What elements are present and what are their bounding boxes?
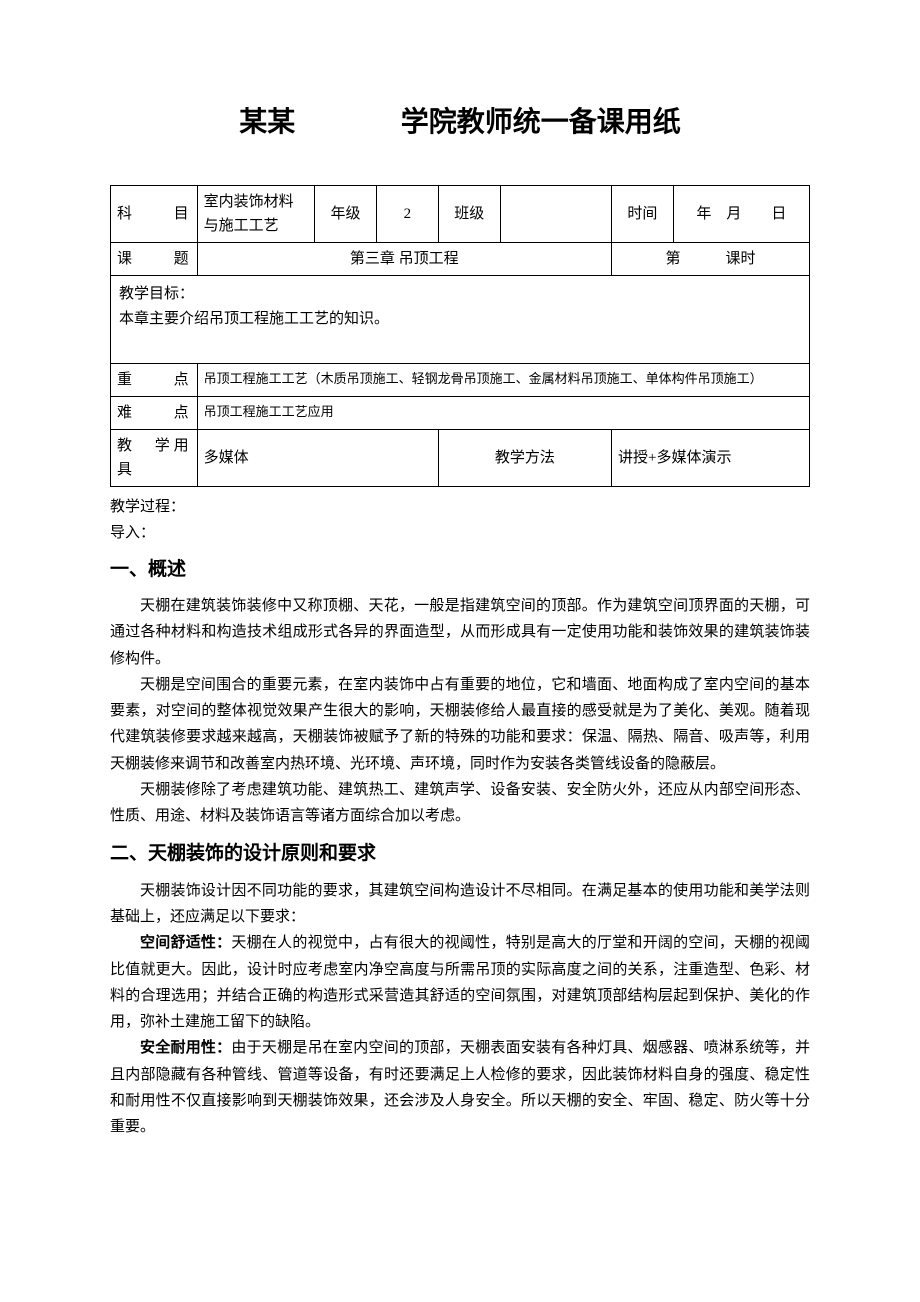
lesson-header-table: 科 目 室内装饰材料与施工工艺 年级 2 班级 时间 年 月 日 课 题 第三章… [110, 185, 810, 487]
grade-label: 年级 [315, 185, 377, 242]
page-title: 某某 学院教师统一备课用纸 [110, 100, 810, 145]
method-value: 讲授+多媒体演示 [611, 429, 809, 486]
objective-label: 教学目标： [119, 286, 194, 302]
objective-text: 本章主要介绍吊顶工程施工工艺的知识。 [119, 311, 389, 327]
table-row: 科 目 室内装饰材料与施工工艺 年级 2 班级 时间 年 月 日 [111, 185, 810, 242]
subject-value: 室内装饰材料与施工工艺 [197, 185, 315, 242]
class-value [500, 185, 611, 242]
section1-para3: 天棚装修除了考虑建筑功能、建筑热工、建筑声学、设备安装、安全防火外，还应从内部空… [110, 777, 810, 830]
difficulty-label: 难 点 [111, 396, 198, 429]
section1-para1: 天棚在建筑装饰装修中又称顶棚、天花，一般是指建筑空间的顶部。作为建筑空间顶界面的… [110, 593, 810, 672]
table-row: 重 点 吊顶工程施工工艺（木质吊顶施工、轻钢龙骨吊顶施工、金属材料吊顶施工、单体… [111, 363, 810, 396]
time-label: 时间 [611, 185, 673, 242]
section2-para3: 安全耐用性：由于天棚是吊在室内空间的顶部，天棚表面安装有各种灯具、烟感器、喷淋系… [110, 1035, 810, 1140]
class-label: 班级 [438, 185, 500, 242]
time-value: 年 月 日 [673, 185, 809, 242]
table-row: 课 题 第三章 吊顶工程 第 课时 [111, 242, 810, 275]
table-row: 教学目标： 本章主要介绍吊顶工程施工工艺的知识。 [111, 275, 810, 363]
objective-cell: 教学目标： 本章主要介绍吊顶工程施工工艺的知识。 [111, 275, 810, 363]
subject-label: 科 目 [111, 185, 198, 242]
tool-value: 多媒体 [197, 429, 438, 486]
keypoint-label: 重 点 [111, 363, 198, 396]
table-row: 教 学用具 多媒体 教学方法 讲授+多媒体演示 [111, 429, 810, 486]
section2-para2-bold: 空间舒适性： [140, 934, 231, 951]
section2-heading: 二、天棚装饰的设计原则和要求 [110, 839, 810, 869]
difficulty-value: 吊顶工程施工工艺应用 [197, 396, 809, 429]
keypoint-value: 吊顶工程施工工艺（木质吊顶施工、轻钢龙骨吊顶施工、金属材料吊顶施工、单体构件吊顶… [197, 363, 809, 396]
method-label: 教学方法 [438, 429, 611, 486]
table-row: 难 点 吊顶工程施工工艺应用 [111, 396, 810, 429]
process-label: 教学过程： [110, 495, 810, 519]
period-label: 第 课时 [611, 242, 809, 275]
grade-value: 2 [376, 185, 438, 242]
topic-value: 第三章 吊顶工程 [197, 242, 611, 275]
section2-para3-bold: 安全耐用性： [140, 1039, 231, 1056]
intro-label: 导入： [110, 521, 810, 545]
section2-para2: 空间舒适性：天棚在人的视觉中，占有很大的视阈性，特别是高大的厅堂和开阔的空间，天… [110, 930, 810, 1035]
section1-para2: 天棚是空间围合的重要元素，在室内装饰中占有重要的地位，它和墙面、地面构成了室内空… [110, 672, 810, 777]
title-part2: 学院教师统一备课用纸 [401, 106, 681, 137]
title-part1: 某某 [239, 106, 295, 137]
tool-label: 教 学用具 [111, 429, 198, 486]
topic-label: 课 题 [111, 242, 198, 275]
section2-para1: 天棚装饰设计因不同功能的要求，其建筑空间构造设计不尽相同。在满足基本的使用功能和… [110, 878, 810, 931]
section1-heading: 一、概述 [110, 555, 810, 585]
